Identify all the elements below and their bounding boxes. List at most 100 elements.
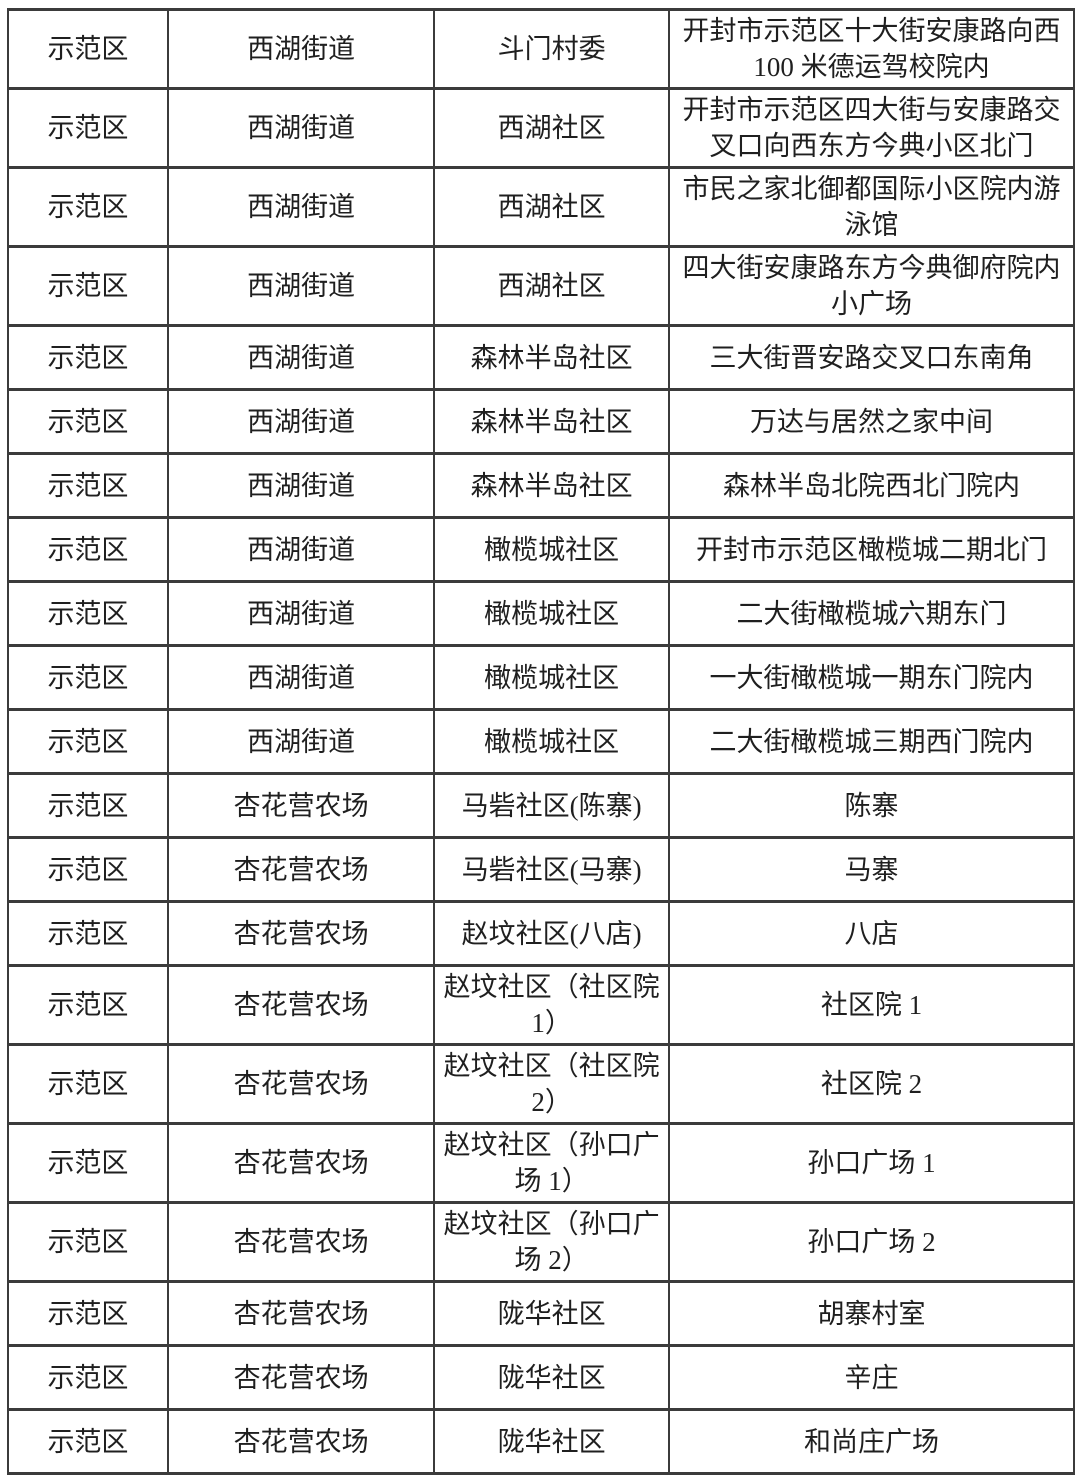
cell-street: 西湖街道 — [166, 516, 436, 583]
cell-district: 示范区 — [7, 772, 169, 839]
table-row: 示范区 西湖街道 西湖社区 市民之家北御都国际小区院内游泳馆 — [7, 166, 1076, 248]
table-row: 示范区 西湖街道 橄榄城社区 开封市示范区橄榄城二期北门 — [7, 516, 1076, 583]
table-row: 示范区 杏花营农场 赵坟社区(八店) 八店 — [7, 900, 1076, 967]
cell-district: 示范区 — [7, 166, 169, 248]
cell-address: 森林半岛北院西北门院内 — [667, 452, 1076, 519]
cell-district: 示范区 — [7, 964, 169, 1046]
cell-district: 示范区 — [7, 580, 169, 647]
cell-address: 孙口广场 2 — [667, 1201, 1076, 1283]
cell-district: 示范区 — [7, 324, 169, 391]
cell-district: 示范区 — [7, 836, 169, 903]
cell-district: 示范区 — [7, 644, 169, 711]
cell-address: 陈寨 — [667, 772, 1076, 839]
table-row: 示范区 西湖街道 橄榄城社区 二大街橄榄城六期东门 — [7, 580, 1076, 647]
cell-community: 西湖社区 — [433, 245, 670, 327]
table-row: 示范区 杏花营农场 陇华社区 和尚庄广场 — [7, 1408, 1076, 1475]
cell-street: 西湖街道 — [166, 644, 436, 711]
cell-street: 杏花营农场 — [166, 1201, 436, 1283]
cell-community: 赵坟社区（孙口广场 1） — [433, 1122, 670, 1204]
cell-community: 赵坟社区（社区院 1） — [433, 964, 670, 1046]
cell-district: 示范区 — [7, 1043, 169, 1125]
cell-community: 橄榄城社区 — [433, 580, 670, 647]
cell-address: 八店 — [667, 900, 1076, 967]
cell-street: 西湖街道 — [166, 580, 436, 647]
cell-address: 一大街橄榄城一期东门院内 — [667, 644, 1076, 711]
cell-address: 市民之家北御都国际小区院内游泳馆 — [667, 166, 1076, 248]
cell-community: 橄榄城社区 — [433, 708, 670, 775]
cell-district: 示范区 — [7, 1408, 169, 1475]
cell-street: 西湖街道 — [166, 87, 436, 169]
cell-address: 社区院 1 — [667, 964, 1076, 1046]
cell-district: 示范区 — [7, 708, 169, 775]
cell-community: 马砦社区(陈寨) — [433, 772, 670, 839]
cell-street: 杏花营农场 — [166, 1122, 436, 1204]
table-body: 示范区 西湖街道 斗门村委 开封市示范区十大街安康路向西 100 米德运驾校院内… — [7, 8, 1076, 1475]
table-row: 示范区 西湖街道 森林半岛社区 万达与居然之家中间 — [7, 388, 1076, 455]
cell-address: 二大街橄榄城六期东门 — [667, 580, 1076, 647]
cell-community: 西湖社区 — [433, 87, 670, 169]
table-row: 示范区 西湖街道 森林半岛社区 森林半岛北院西北门院内 — [7, 452, 1076, 519]
cell-district: 示范区 — [7, 388, 169, 455]
cell-street: 西湖街道 — [166, 708, 436, 775]
cell-address: 万达与居然之家中间 — [667, 388, 1076, 455]
cell-street: 杏花营农场 — [166, 1344, 436, 1411]
cell-address: 开封市示范区十大街安康路向西 100 米德运驾校院内 — [667, 8, 1076, 90]
cell-address: 孙口广场 1 — [667, 1122, 1076, 1204]
cell-street: 西湖街道 — [166, 245, 436, 327]
cell-community: 赵坟社区（孙口广场 2） — [433, 1201, 670, 1283]
cell-district: 示范区 — [7, 1344, 169, 1411]
cell-address: 胡寨村室 — [667, 1280, 1076, 1347]
cell-community: 陇华社区 — [433, 1408, 670, 1475]
cell-address: 三大街晋安路交叉口东南角 — [667, 324, 1076, 391]
cell-district: 示范区 — [7, 1280, 169, 1347]
cell-street: 杏花营农场 — [166, 1043, 436, 1125]
table-row: 示范区 杏花营农场 陇华社区 胡寨村室 — [7, 1280, 1076, 1347]
cell-address: 四大街安康路东方今典御府院内小广场 — [667, 245, 1076, 327]
cell-address: 马寨 — [667, 836, 1076, 903]
cell-community: 马砦社区(马寨) — [433, 836, 670, 903]
cell-district: 示范区 — [7, 245, 169, 327]
cell-district: 示范区 — [7, 87, 169, 169]
cell-street: 西湖街道 — [166, 166, 436, 248]
cell-street: 杏花营农场 — [166, 900, 436, 967]
cell-district: 示范区 — [7, 516, 169, 583]
cell-street: 西湖街道 — [166, 388, 436, 455]
table-row: 示范区 西湖街道 西湖社区 四大街安康路东方今典御府院内小广场 — [7, 245, 1076, 327]
table-row: 示范区 西湖街道 橄榄城社区 一大街橄榄城一期东门院内 — [7, 644, 1076, 711]
table-row: 示范区 西湖街道 森林半岛社区 三大街晋安路交叉口东南角 — [7, 324, 1076, 391]
cell-community: 陇华社区 — [433, 1344, 670, 1411]
cell-community: 陇华社区 — [433, 1280, 670, 1347]
table-row: 示范区 杏花营农场 赵坟社区（孙口广场 2） 孙口广场 2 — [7, 1201, 1076, 1283]
cell-community: 赵坟社区(八店) — [433, 900, 670, 967]
cell-street: 杏花营农场 — [166, 964, 436, 1046]
cell-street: 西湖街道 — [166, 324, 436, 391]
cell-community: 森林半岛社区 — [433, 388, 670, 455]
cell-address: 和尚庄广场 — [667, 1408, 1076, 1475]
cell-district: 示范区 — [7, 452, 169, 519]
cell-address: 开封市示范区橄榄城二期北门 — [667, 516, 1076, 583]
cell-community: 森林半岛社区 — [433, 452, 670, 519]
cell-street: 西湖街道 — [166, 8, 436, 90]
table-row: 示范区 西湖街道 西湖社区 开封市示范区四大街与安康路交叉口向西东方今典小区北门 — [7, 87, 1076, 169]
cell-community: 橄榄城社区 — [433, 516, 670, 583]
table-row: 示范区 西湖街道 橄榄城社区 二大街橄榄城三期西门院内 — [7, 708, 1076, 775]
poi-table: 示范区 西湖街道 斗门村委 开封市示范区十大街安康路向西 100 米德运驾校院内… — [7, 8, 1076, 1475]
table-row: 示范区 杏花营农场 马砦社区(陈寨) 陈寨 — [7, 772, 1076, 839]
cell-address: 辛庄 — [667, 1344, 1076, 1411]
cell-street: 西湖街道 — [166, 452, 436, 519]
cell-address: 开封市示范区四大街与安康路交叉口向西东方今典小区北门 — [667, 87, 1076, 169]
cell-street: 杏花营农场 — [166, 772, 436, 839]
table-row: 示范区 杏花营农场 陇华社区 辛庄 — [7, 1344, 1076, 1411]
cell-community: 西湖社区 — [433, 166, 670, 248]
cell-district: 示范区 — [7, 1201, 169, 1283]
cell-community: 斗门村委 — [433, 8, 670, 90]
cell-community: 赵坟社区（社区院 2） — [433, 1043, 670, 1125]
table-row: 示范区 杏花营农场 赵坟社区（孙口广场 1） 孙口广场 1 — [7, 1122, 1076, 1204]
cell-address: 社区院 2 — [667, 1043, 1076, 1125]
cell-district: 示范区 — [7, 1122, 169, 1204]
cell-community: 橄榄城社区 — [433, 644, 670, 711]
cell-street: 杏花营农场 — [166, 1280, 436, 1347]
cell-community: 森林半岛社区 — [433, 324, 670, 391]
table-row: 示范区 杏花营农场 马砦社区(马寨) 马寨 — [7, 836, 1076, 903]
